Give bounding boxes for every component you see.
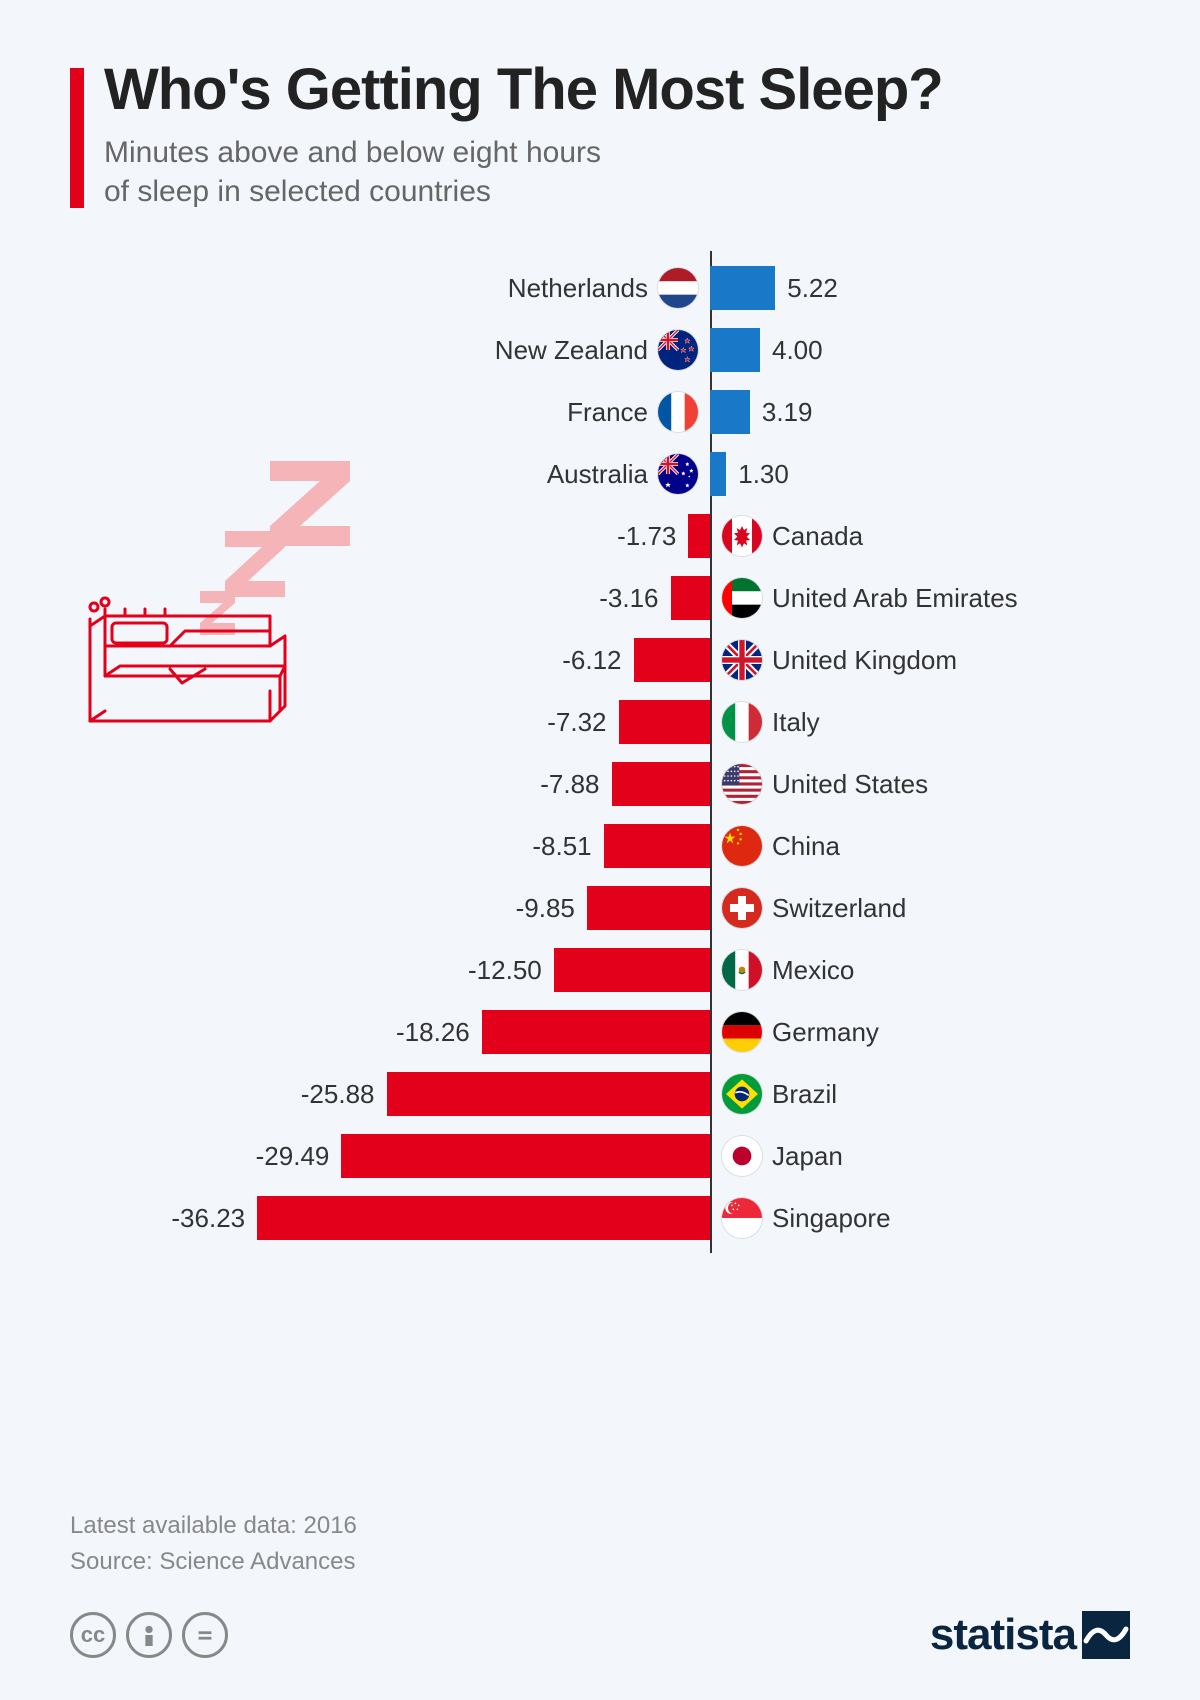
- value-label: -8.51: [532, 831, 591, 862]
- value-label: -7.32: [547, 707, 606, 738]
- flag-icon: [658, 330, 698, 370]
- flag-icon: [722, 950, 762, 990]
- chart-row: Brazil -25.88: [70, 1067, 1130, 1121]
- footer-bottom: cc statista: [70, 1610, 1130, 1660]
- bar: [688, 514, 710, 558]
- value-label: -9.85: [516, 893, 575, 924]
- country-label: China: [772, 831, 840, 862]
- flag-icon: [722, 764, 762, 804]
- chart-title: Who's Getting The Most Sleep?: [104, 60, 1130, 121]
- country-label: Italy: [772, 707, 820, 738]
- bar: [671, 576, 711, 620]
- value-label: -7.88: [540, 769, 599, 800]
- chart-area: Netherlands 5.22 New Zealand 4.00 France 3.19…: [70, 251, 1130, 1311]
- flag-icon: [722, 1136, 762, 1176]
- chart-row: Italy -7.32: [70, 695, 1130, 749]
- value-label: 3.19: [762, 397, 813, 428]
- chart-row: United Kingdom -6.12: [70, 633, 1130, 687]
- chart-header: Who's Getting The Most Sleep? Minutes ab…: [70, 60, 1130, 211]
- value-label: -25.88: [301, 1079, 375, 1110]
- chart-row: Singapore -36.23: [70, 1191, 1130, 1245]
- data-note: Latest available data: 2016: [70, 1508, 1130, 1544]
- flag-icon: [722, 702, 762, 742]
- flag-icon: [658, 454, 698, 494]
- chart-footer: Latest available data: 2016 Source: Scie…: [70, 1508, 1130, 1660]
- flag-icon: [722, 1012, 762, 1052]
- bar: [710, 452, 726, 496]
- chart-row: Netherlands 5.22: [70, 261, 1130, 315]
- bar: [634, 638, 711, 682]
- license-icons: cc: [70, 1612, 228, 1658]
- bar: [554, 948, 710, 992]
- chart-row: Canada -1.73: [70, 509, 1130, 563]
- bar: [710, 328, 760, 372]
- country-label: United States: [772, 769, 928, 800]
- bar: [482, 1010, 710, 1054]
- flag-icon: [722, 578, 762, 618]
- bar: [619, 700, 711, 744]
- value-label: -6.12: [562, 645, 621, 676]
- flag-icon: [722, 826, 762, 866]
- chart-row: United States -7.88: [70, 757, 1130, 811]
- country-label: Germany: [772, 1017, 879, 1048]
- bar: [604, 824, 710, 868]
- value-label: -1.73: [617, 521, 676, 552]
- bar: [612, 762, 711, 806]
- chart-row: China -8.51: [70, 819, 1130, 873]
- country-label: France: [348, 397, 648, 428]
- value-label: -29.49: [256, 1141, 330, 1172]
- country-label: New Zealand: [348, 335, 648, 366]
- bar: [587, 886, 710, 930]
- chart-row: United Arab Emirates -3.16: [70, 571, 1130, 625]
- value-label: -12.50: [468, 955, 542, 986]
- chart-row: Japan -29.49: [70, 1129, 1130, 1183]
- country-label: Australia: [348, 459, 648, 490]
- flag-icon: [722, 516, 762, 556]
- cc-icon: cc: [70, 1612, 116, 1658]
- chart-row: New Zealand 4.00: [70, 323, 1130, 377]
- title-block: Who's Getting The Most Sleep? Minutes ab…: [104, 60, 1130, 211]
- statista-logo: statista: [930, 1610, 1130, 1660]
- flag-icon: [722, 640, 762, 680]
- flag-icon: [658, 268, 698, 308]
- value-label: -18.26: [396, 1017, 470, 1048]
- country-label: Japan: [772, 1141, 843, 1172]
- chart-row: Australia 1.30: [70, 447, 1130, 501]
- flag-icon: [658, 392, 698, 432]
- nd-icon: [182, 1612, 228, 1658]
- value-label: 5.22: [787, 273, 838, 304]
- country-label: United Kingdom: [772, 645, 957, 676]
- source-note: Source: Science Advances: [70, 1544, 1130, 1580]
- chart-subtitle: Minutes above and below eight hours of s…: [104, 133, 1130, 211]
- bar: [341, 1134, 710, 1178]
- chart-row: Switzerland -9.85: [70, 881, 1130, 935]
- statista-wave-icon: [1082, 1611, 1130, 1659]
- country-label: Netherlands: [348, 273, 648, 304]
- value-label: -36.23: [171, 1203, 245, 1234]
- country-label: Singapore: [772, 1203, 891, 1234]
- country-label: United Arab Emirates: [772, 583, 1018, 614]
- bar: [257, 1196, 710, 1240]
- country-label: Mexico: [772, 955, 854, 986]
- by-icon: [126, 1612, 172, 1658]
- chart-row: France 3.19: [70, 385, 1130, 439]
- flag-icon: [722, 1074, 762, 1114]
- footer-text: Latest available data: 2016 Source: Scie…: [70, 1508, 1130, 1580]
- country-label: Canada: [772, 521, 863, 552]
- chart-row: Germany -18.26: [70, 1005, 1130, 1059]
- country-label: Brazil: [772, 1079, 837, 1110]
- value-label: -3.16: [599, 583, 658, 614]
- accent-bar: [70, 68, 84, 208]
- value-label: 1.30: [738, 459, 789, 490]
- bar: [710, 390, 750, 434]
- bar: [387, 1072, 711, 1116]
- flag-icon: [722, 1198, 762, 1238]
- bar: [710, 266, 775, 310]
- flag-icon: [722, 888, 762, 928]
- chart-row: Mexico -12.50: [70, 943, 1130, 997]
- value-label: 4.00: [772, 335, 823, 366]
- country-label: Switzerland: [772, 893, 906, 924]
